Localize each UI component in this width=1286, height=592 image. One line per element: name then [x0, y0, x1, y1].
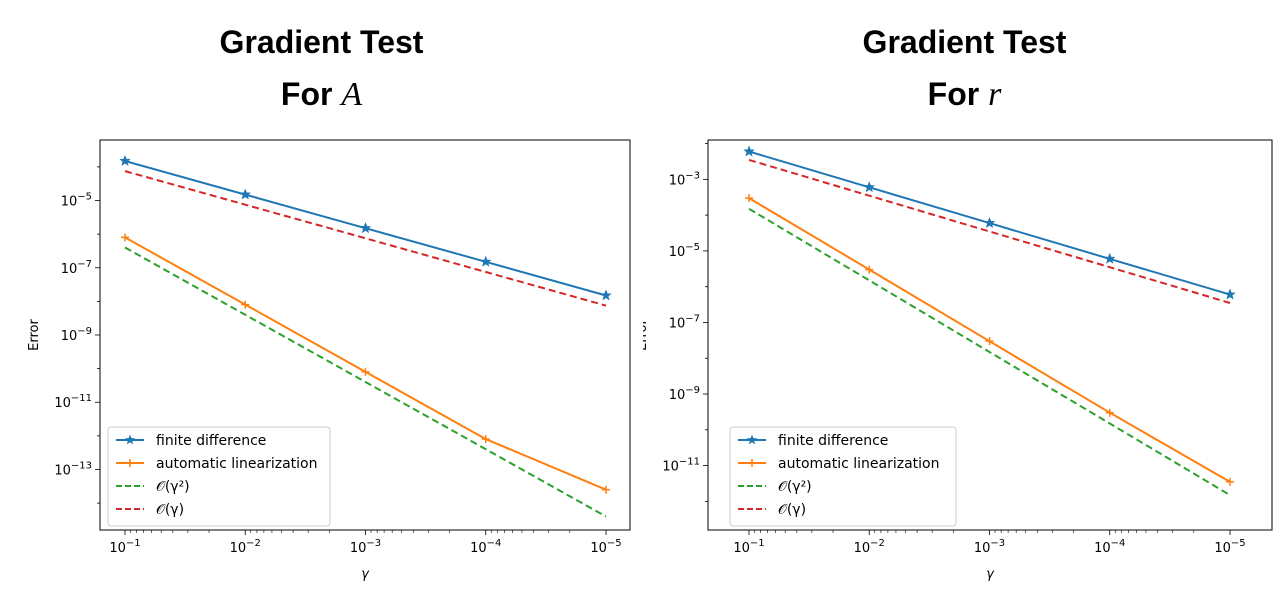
y-axis-label: Error	[27, 319, 42, 351]
y-tick-label: 10−5	[669, 242, 700, 260]
chart-title-prefix: For	[927, 76, 989, 112]
data-point-star	[983, 216, 996, 229]
data-point-star	[600, 289, 612, 301]
x-tick-label: 10−2	[854, 538, 885, 556]
data-point-star	[479, 255, 492, 267]
x-tick-label: 10−4	[1094, 538, 1125, 556]
series-line	[748, 158, 1231, 304]
y-tick-label: 10−7	[669, 313, 700, 331]
legend-label: automatic linearization	[778, 456, 940, 472]
legend: finite difference automatic linearization…	[729, 426, 957, 527]
y-tick-label: 10−5	[61, 192, 92, 210]
y-tick-label: 10−3	[669, 170, 700, 188]
y-tick-label: 10−11	[662, 457, 700, 475]
plot-area	[743, 145, 1236, 496]
series-line	[124, 170, 607, 307]
x-tick-label: 10−4	[470, 538, 501, 556]
gradient-test-chart-a: 10−1 10−2 10−3 10−4 10−5 10−5 10−7 10−9 10−11 10−…	[27, 139, 631, 582]
chart-panel-right: Gradient Test For r 10−1 10−2 10−3 10−4 10−5…	[643, 0, 1286, 592]
y-tick-label: 10−9	[669, 385, 700, 403]
data-point-plus	[361, 367, 370, 376]
x-axis-label: γ	[361, 567, 370, 582]
data-point-star	[863, 181, 876, 193]
x-tick-label: 10−1	[733, 538, 764, 556]
chart-title-variable: r	[988, 76, 1002, 113]
legend-box	[729, 426, 957, 527]
data-point-plus	[865, 265, 874, 274]
data-point-star	[1224, 288, 1236, 300]
data-point-plus	[481, 435, 490, 444]
x-axis-label: γ	[986, 567, 995, 582]
legend-marker-star	[746, 434, 758, 445]
legend-marker-plus	[126, 459, 134, 467]
x-tick-label: 10−2	[230, 538, 261, 556]
chart-panel-left: Gradient Test For A 10−1 10−2 10−3 10−4 10−5…	[0, 24, 643, 582]
chart-title-prefix: For	[280, 76, 342, 112]
plot-area	[119, 154, 612, 518]
legend-label: 𝒪(γ)	[156, 502, 184, 518]
chart-title-line1: Gradient Test	[862, 24, 1067, 60]
legend-box	[107, 426, 331, 527]
legend-marker-plus	[748, 459, 756, 467]
legend-label: finite difference	[778, 433, 888, 449]
data-point-plus	[1105, 408, 1114, 417]
y-tick-label: 10−11	[54, 393, 92, 411]
legend-label: 𝒪(γ)	[778, 502, 806, 518]
legend: finite difference automatic linearization…	[107, 426, 331, 527]
x-tick-label: 10−5	[590, 538, 621, 556]
data-point-plus	[602, 485, 610, 494]
chart-title-line2: For A	[0, 74, 643, 115]
data-point-star	[239, 188, 252, 200]
legend-label: 𝒪(γ²)	[778, 479, 812, 495]
data-point-plus	[241, 300, 250, 309]
chart-title-line2: For r	[643, 74, 1286, 115]
data-point-plus	[1226, 477, 1234, 486]
data-point-star	[359, 221, 372, 234]
legend-marker-star	[124, 434, 136, 445]
axes-frame	[707, 139, 1273, 531]
chart-title-line1: Gradient Test	[219, 24, 424, 60]
legend-label: finite difference	[156, 433, 266, 449]
data-point-plus	[745, 194, 753, 203]
data-point-star	[119, 154, 131, 166]
data-point-star	[1103, 252, 1116, 264]
chart-title-variable: A	[341, 76, 363, 113]
x-tick-label: 10−1	[109, 538, 140, 556]
x-tick-label: 10−5	[1214, 538, 1245, 556]
y-axis-label: Error	[643, 319, 650, 351]
series-line	[748, 207, 1231, 496]
gradient-test-chart-r: 10−1 10−2 10−3 10−4 10−5 10−3 10−5 10−7 10−9 10−1…	[643, 139, 1273, 582]
y-tick-label: 10−7	[61, 259, 92, 277]
series-line	[124, 246, 607, 518]
y-tick-label: 10−13	[54, 460, 92, 478]
y-tick-label: 10−9	[61, 326, 92, 344]
x-tick-label: 10−3	[350, 538, 381, 556]
x-tick-label: 10−3	[974, 538, 1005, 556]
data-point-plus	[121, 233, 129, 242]
data-point-star	[743, 145, 755, 157]
legend-label: automatic linearization	[156, 456, 318, 472]
data-point-plus	[985, 337, 994, 346]
legend-label: 𝒪(γ²)	[156, 479, 190, 495]
